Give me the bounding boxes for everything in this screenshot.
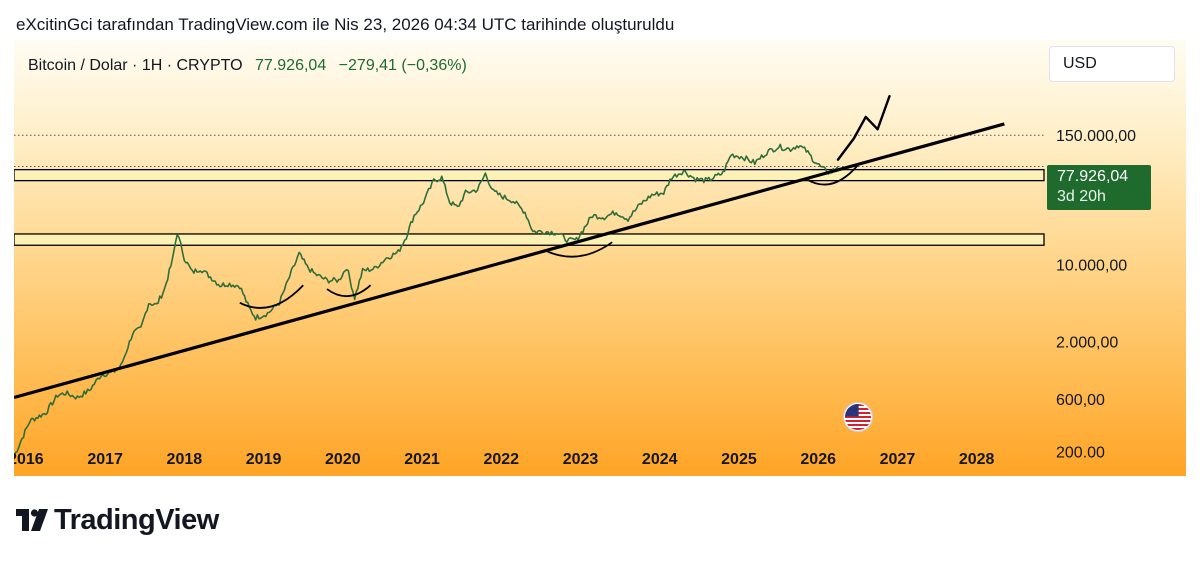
chart-caption: eXcitinGci tarafından TradingView.com il… xyxy=(16,15,675,34)
branding-text: TradingView xyxy=(54,503,219,536)
legend-price: 77.926,04 xyxy=(255,57,327,74)
currency-button[interactable]: USD xyxy=(1049,46,1175,82)
x-tick-2021: 2021 xyxy=(404,451,440,468)
bounce-arc-2 xyxy=(544,241,613,258)
chart-area[interactable]: 2016 2017 2018 2019 2020 2021 2022 2023 2024 2025… xyxy=(14,40,1186,476)
btc-price-line xyxy=(14,143,839,457)
x-tick-2020: 2020 xyxy=(325,451,361,468)
bounce-arc-0 xyxy=(239,284,304,309)
support-zone-1 xyxy=(14,233,1045,246)
last-price-badge: 77.926,04 3d 20h xyxy=(1047,165,1151,210)
bounce-arc-3 xyxy=(805,164,859,186)
x-tick-2024: 2024 xyxy=(642,451,678,468)
x-tick-2028: 2028 xyxy=(959,451,995,468)
legend-change: −279,41 (−0,36%) xyxy=(338,57,467,74)
x-tick-2016: 2016 xyxy=(14,451,44,468)
x-tick-2022: 2022 xyxy=(483,451,519,468)
y-tick-150000: 150.000,00 xyxy=(1056,128,1136,145)
y-tick-10000: 10.000,00 xyxy=(1056,258,1127,275)
projection-path xyxy=(836,94,891,161)
bar-countdown: 3d 20h xyxy=(1057,188,1106,205)
y-tick-200: 200.00 xyxy=(1056,445,1105,462)
y-tick-600: 600,00 xyxy=(1056,392,1105,409)
tradingview-logo[interactable]: TradingView xyxy=(16,504,219,536)
x-tick-2026: 2026 xyxy=(800,451,836,468)
x-tick-2017: 2017 xyxy=(87,451,123,468)
x-tick-2025: 2025 xyxy=(721,451,757,468)
price-chart[interactable]: 2016 2017 2018 2019 2020 2021 2022 2023 2024 2025… xyxy=(14,40,1186,476)
last-price-value: 77.926,04 xyxy=(1057,168,1129,185)
tradingview-logo-icon xyxy=(16,509,48,531)
support-trendline xyxy=(14,122,1005,400)
symbol-name: Bitcoin / Dolar · 1H · CRYPTO xyxy=(28,57,243,74)
symbol-legend: Bitcoin / Dolar · 1H · CRYPTO 77.926,04 … xyxy=(28,57,467,75)
us-flag-icon xyxy=(843,402,873,432)
x-tick-2018: 2018 xyxy=(167,451,203,468)
x-tick-2023: 2023 xyxy=(563,451,599,468)
bounce-arc-1 xyxy=(326,284,372,297)
x-tick-2019: 2019 xyxy=(246,451,282,468)
y-tick-2000: 2.000,00 xyxy=(1056,335,1118,352)
x-tick-2027: 2027 xyxy=(880,451,916,468)
support-zone-0 xyxy=(14,168,1045,182)
